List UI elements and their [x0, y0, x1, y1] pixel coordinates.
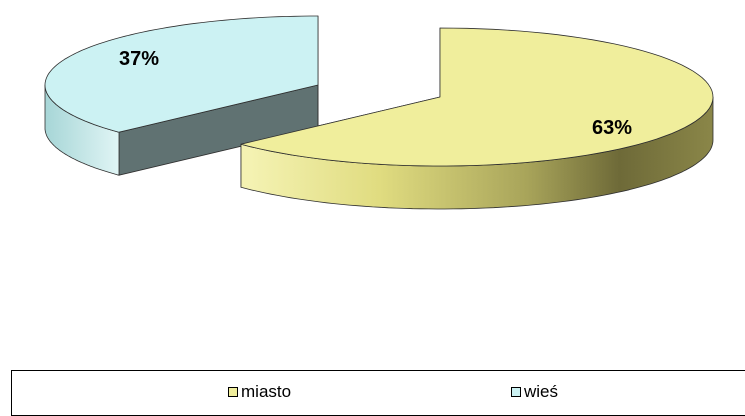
chart-legend: miasto wieś	[11, 370, 745, 416]
data-label-wies: 37%	[119, 48, 160, 70]
slice-miasto-top	[240, 27, 714, 167]
legend-label-miasto: miasto	[241, 382, 292, 401]
legend-swatch-miasto	[228, 387, 238, 397]
legend-label-wies: wieś	[524, 382, 559, 401]
legend-swatch-wies	[511, 387, 521, 397]
legend-item-wies: wieś	[511, 382, 558, 402]
data-label-miasto: 63%	[592, 117, 633, 139]
legend-item-miasto: miasto	[228, 382, 291, 402]
slice-wies-top	[44, 15, 319, 133]
